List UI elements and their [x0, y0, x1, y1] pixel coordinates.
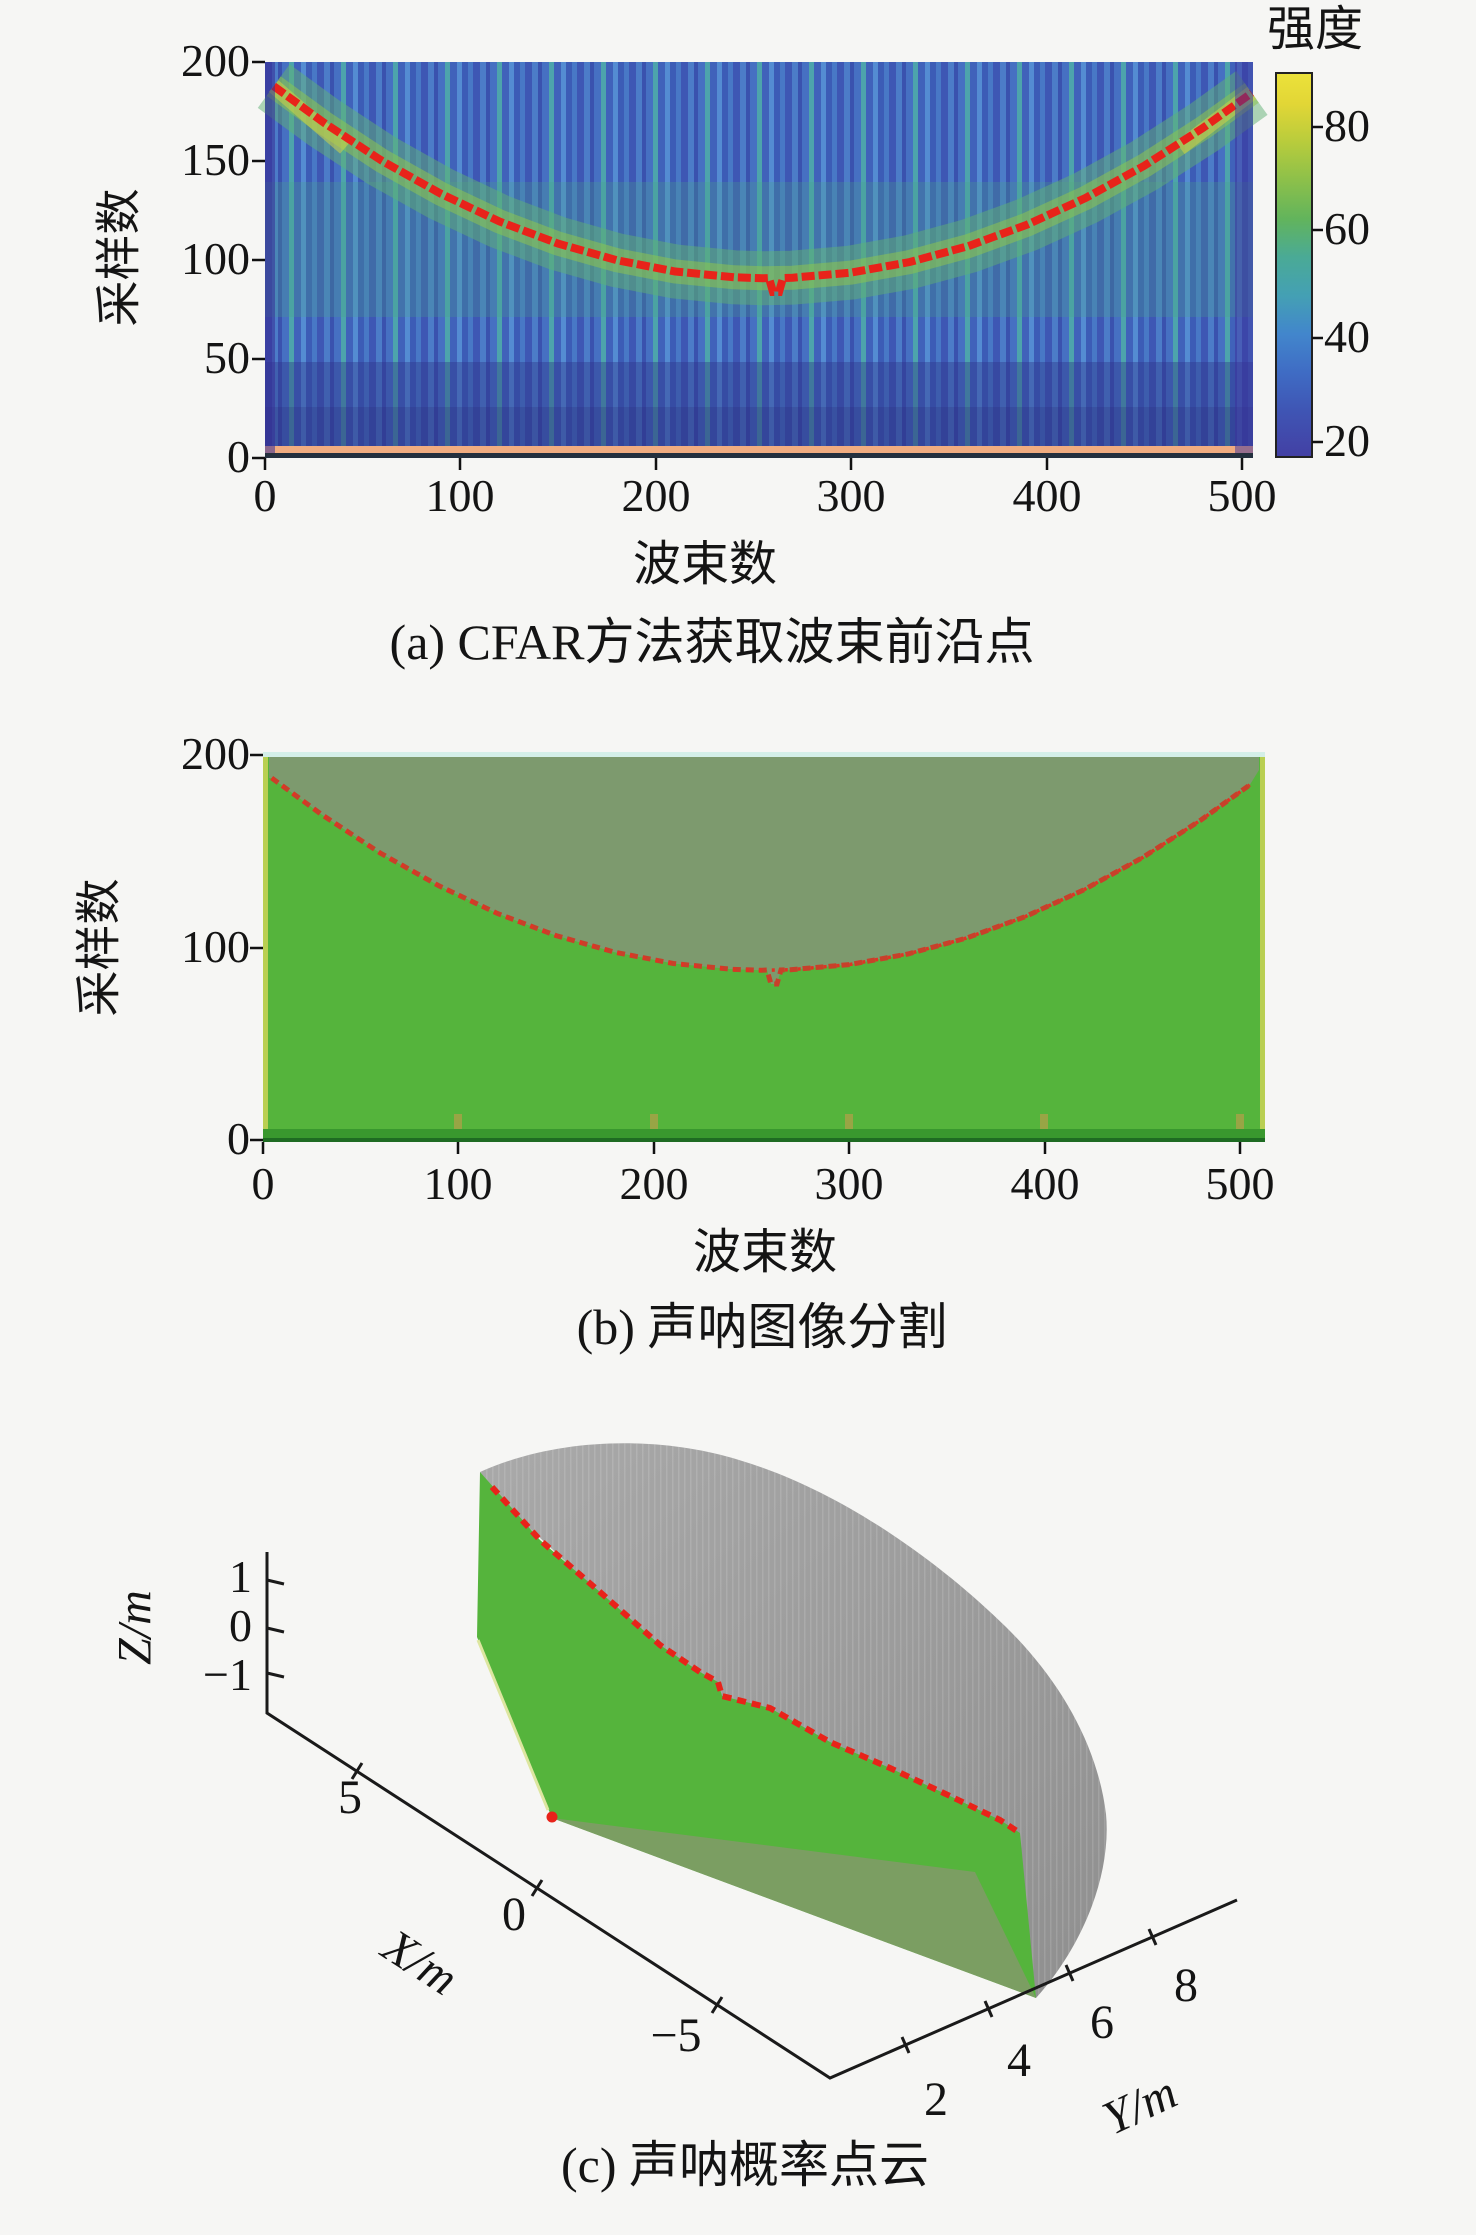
b-xtick-200: 200	[619, 1158, 689, 1209]
segmentation-b	[263, 752, 1265, 1142]
a-xtick-200: 200	[621, 470, 691, 521]
b-xtick-400: 400	[1010, 1158, 1080, 1209]
cb-tick-40: 40	[1324, 311, 1370, 362]
segment-boundary-red-dots	[270, 776, 1251, 973]
heatmap-a-bottom-edge	[265, 453, 1253, 458]
b-caption: (b) 声呐图像分割	[576, 1299, 948, 1355]
c-xtick-0: 0	[502, 1888, 526, 1941]
b-xtick-0: 0	[251, 1158, 275, 1209]
axis-ticks-a	[252, 60, 1244, 470]
c-ztick-1: 1	[229, 1551, 252, 1602]
b-ylabel: 采样数	[73, 878, 125, 1017]
cloud-left-edge-highlight	[476, 1639, 550, 1811]
b-ytick-200: 200	[181, 728, 250, 779]
c-ztick-m1: −1	[203, 1649, 252, 1700]
y-axis-ticks	[900, 1928, 1158, 2054]
b-ytick-100: 100	[181, 921, 250, 972]
c-zlabel: Z/m	[108, 1590, 162, 1665]
cb-tick-20: 20	[1324, 415, 1370, 466]
segment-boundary-curve	[270, 775, 1252, 987]
segment-gray-region	[269, 757, 1259, 984]
c-ytick-2: 2	[924, 2073, 948, 2126]
x-axis-ticks	[350, 1762, 724, 2014]
heatmap-a-hotspot-left	[268, 80, 350, 154]
heatmap-a-left-dark-col	[265, 62, 275, 453]
a-ytick-200: 200	[181, 35, 250, 86]
axis-ticks-b	[250, 753, 1242, 1154]
segment-right-edge-line	[1260, 757, 1265, 1142]
axis-lines-3d	[265, 1552, 1238, 2080]
a-xtick-100: 100	[425, 470, 495, 521]
a-ytick-50: 50	[204, 332, 250, 383]
a-ylabel: 采样数	[93, 188, 145, 327]
cloud-olive-bottom-face	[552, 1818, 1036, 1998]
cloud-front-edge-curve	[489, 1484, 1022, 1836]
b-xtick-300: 300	[814, 1158, 884, 1209]
b-xlabel: 波束数	[692, 1226, 837, 1279]
c-ytick-6: 6	[1090, 1996, 1114, 2049]
heatmap-a	[257, 62, 1268, 458]
segment-top-cyan-line	[263, 752, 1265, 757]
a-ytick-0: 0	[227, 431, 250, 482]
b-ytick-0: 0	[227, 1113, 250, 1164]
colorbar-ticks	[1312, 125, 1323, 444]
c-ytick-8: 8	[1174, 1959, 1198, 2012]
cb-tick-60: 60	[1324, 203, 1370, 254]
a-xtick-300: 300	[816, 470, 886, 521]
cfar-front-edge-points	[271, 82, 1255, 296]
a-ytick-150: 150	[181, 134, 250, 185]
heatmap-a-right-dark-col	[1235, 62, 1253, 453]
a-xtick-400: 400	[1012, 470, 1082, 521]
heatmap-a-lowband	[265, 362, 1253, 458]
b-xtick-500: 500	[1205, 1158, 1275, 1209]
cloud-red-vertex-point	[546, 1811, 558, 1823]
colorbar-title: 强度	[1266, 3, 1363, 56]
b-xtick-100: 100	[423, 1158, 493, 1209]
a-ytick-100: 100	[181, 233, 250, 284]
segment-bottom-dark-band	[263, 1129, 1265, 1138]
c-caption: (c) 声呐概率点云	[561, 2137, 929, 2193]
segment-bottom-edge	[263, 1138, 1265, 1142]
a-caption: (a) CFAR方法获取波束前沿点	[389, 614, 1035, 670]
segment-bottom-tick-dashes	[454, 1114, 1244, 1129]
c-ytick-4: 4	[1007, 2034, 1031, 2087]
heatmap-a-salmon-row	[265, 446, 1253, 453]
axes-3d	[265, 1552, 1238, 2080]
pointcloud-c	[265, 1443, 1238, 2080]
a-xtick-0: 0	[253, 470, 277, 521]
c-xtick-5: 5	[338, 1771, 362, 1824]
c-ztick-0: 0	[229, 1600, 252, 1651]
colorbar	[1275, 72, 1313, 458]
cb-tick-80: 80	[1324, 100, 1370, 151]
z-axis-ticks	[266, 1578, 285, 1679]
a-xtick-500: 500	[1207, 470, 1277, 521]
c-xtick-m5: −5	[650, 2009, 702, 2062]
a-xlabel: 波束数	[632, 538, 777, 591]
segment-left-edge-line	[263, 757, 268, 1142]
